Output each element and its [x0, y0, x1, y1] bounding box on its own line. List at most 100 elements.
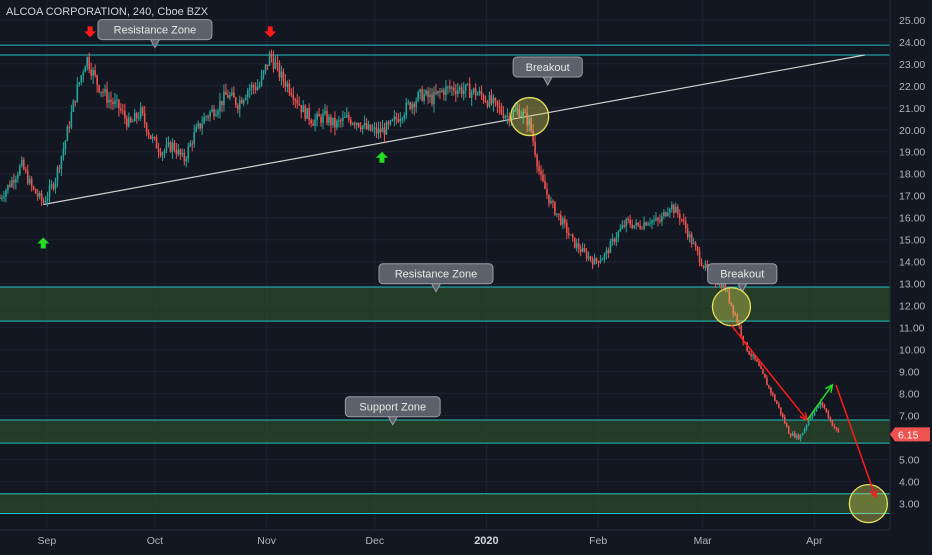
- highlight-circle: [848, 483, 889, 524]
- candle-body: [260, 75, 263, 86]
- candle-body: [421, 89, 423, 101]
- candle-body: [346, 115, 348, 117]
- candle: [145, 122, 148, 137]
- candle-body: [173, 142, 176, 150]
- candle: [32, 185, 35, 191]
- candle: [605, 247, 608, 260]
- candle-body: [567, 233, 570, 236]
- candle-body: [799, 435, 802, 440]
- y-axis[interactable]: 3.004.005.006.007.008.009.0010.0011.0012…: [889, 0, 930, 530]
- candle-body: [803, 428, 806, 433]
- candle-body: [797, 434, 800, 440]
- candle-body: [504, 116, 507, 118]
- candle-body: [238, 100, 241, 110]
- candle-body: [19, 165, 21, 175]
- candle-body: [110, 99, 112, 102]
- candle-body: [698, 251, 701, 263]
- candle: [165, 137, 168, 154]
- candle: [298, 96, 301, 106]
- candle: [248, 83, 251, 99]
- candle-body: [365, 123, 368, 130]
- candle-body: [316, 113, 318, 120]
- candle: [203, 112, 205, 125]
- candle-body: [500, 107, 503, 114]
- candle: [803, 427, 806, 434]
- candle-body: [458, 87, 461, 91]
- candle: [294, 97, 297, 108]
- candle-body: [419, 89, 421, 93]
- candle-body: [308, 108, 310, 121]
- x-axis[interactable]: Sep Oct Nov Dec 2020 Feb Mar Apr: [0, 529, 890, 547]
- candle: [625, 217, 628, 233]
- candle: [324, 103, 326, 116]
- candle-body: [120, 108, 122, 111]
- candle-body: [562, 218, 564, 225]
- candle: [554, 200, 556, 216]
- candle-body: [583, 247, 586, 252]
- candle-body: [601, 258, 604, 261]
- candle-body: [762, 368, 764, 374]
- candle: [669, 207, 671, 219]
- candle: [72, 99, 75, 113]
- candle: [52, 182, 55, 192]
- candle: [193, 124, 196, 148]
- candle: [114, 93, 116, 109]
- candle-body: [801, 432, 804, 436]
- candle-body: [413, 103, 415, 108]
- candle-body: [371, 129, 374, 131]
- candle-body: [641, 228, 643, 230]
- candle: [22, 157, 25, 171]
- candle: [478, 86, 481, 96]
- candle: [613, 237, 616, 246]
- candle: [137, 111, 140, 121]
- candle: [413, 101, 415, 116]
- candle-body: [730, 301, 733, 306]
- candle-body: [367, 124, 370, 130]
- candle: [290, 88, 293, 98]
- candle-body: [124, 110, 126, 119]
- candle-body: [258, 85, 261, 87]
- candle-body: [314, 119, 316, 126]
- callout-text: Breakout: [526, 62, 570, 74]
- candle-body: [149, 135, 152, 139]
- candle-body: [282, 71, 285, 82]
- candle-body: [106, 89, 108, 103]
- candle-body: [64, 140, 67, 149]
- candle: [425, 89, 427, 97]
- candle-body: [334, 117, 336, 128]
- candle: [793, 430, 796, 439]
- candle-body: [215, 114, 217, 117]
- candle-body: [665, 212, 667, 216]
- candle-body: [593, 258, 596, 265]
- candle: [292, 86, 295, 105]
- candle: [423, 89, 425, 105]
- candle: [762, 368, 764, 375]
- candle: [546, 182, 548, 199]
- candle: [671, 201, 673, 213]
- candle: [353, 121, 356, 129]
- candle-body: [264, 64, 267, 71]
- candle-body: [645, 222, 647, 226]
- candle: [304, 104, 306, 122]
- candle: [409, 101, 412, 111]
- zone-fill: [0, 420, 890, 444]
- candle: [379, 121, 382, 139]
- candle-body: [437, 90, 439, 94]
- candle: [3, 190, 5, 202]
- candle-body: [252, 84, 255, 88]
- candle: [455, 84, 457, 102]
- callout: Resistance Zone: [378, 263, 494, 293]
- candle-body: [490, 95, 493, 104]
- candle: [421, 85, 423, 102]
- candle: [225, 83, 227, 96]
- y-tick-label: 25.00: [899, 15, 925, 27]
- candle: [17, 171, 19, 183]
- candle-body: [528, 118, 530, 126]
- candle: [173, 140, 176, 153]
- candle-body: [754, 354, 756, 360]
- candle: [240, 97, 243, 104]
- candle: [24, 166, 27, 174]
- candle-body: [60, 156, 63, 169]
- candle: [336, 119, 338, 131]
